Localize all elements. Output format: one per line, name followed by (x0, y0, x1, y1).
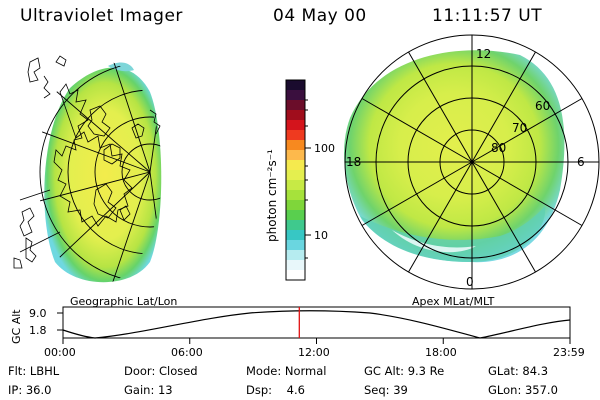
status-mode: Mode: Normal (246, 364, 327, 378)
mlat-mlt-grid (344, 34, 600, 290)
x-tick-1800: 18:00 (425, 346, 457, 359)
mlt-label-12: 12 (476, 47, 491, 61)
magnetic-polar-image: 12 18 6 0 60 70 80 (343, 34, 600, 290)
color-bar-band (286, 140, 305, 151)
gain-value: 13 (157, 383, 173, 397)
altitude-timeline: 9.0 1.8 GC Alt (10, 306, 571, 344)
status-dsp: Dsp: 4.6 (246, 383, 305, 397)
ip-value: 36.0 (25, 383, 52, 397)
color-bar-band (286, 130, 305, 141)
apex-caption: Apex MLat/MLT (412, 295, 495, 308)
status-gain: Gain: 13 (124, 383, 173, 397)
color-bar-band (286, 110, 305, 121)
y-tick-9: 9.0 (29, 307, 47, 320)
mlt-label-6: 6 (577, 155, 585, 169)
color-bar-band (286, 230, 305, 241)
color-bar-band (286, 160, 305, 171)
color-bar-band (286, 80, 305, 91)
mlt-label-18: 18 (346, 155, 361, 169)
instrument-title: Ultraviolet Imager (20, 6, 183, 26)
status-glon: GLon: 357.0 (488, 383, 558, 397)
status-flt: Flt: LBHL (8, 364, 60, 378)
auroral-emission-right (343, 50, 565, 263)
flt-value: LBHL (29, 364, 60, 378)
observation-time: 11:11:57 UT (432, 6, 543, 26)
coastlines (13, 55, 161, 269)
color-bar-band (286, 180, 305, 191)
door-value: Closed (158, 364, 198, 378)
color-bar (286, 80, 305, 281)
color-bar-tick-10: 10 (314, 229, 328, 242)
color-bar-unit-label: photon cm⁻²s⁻¹ (265, 149, 279, 242)
color-bar-band (286, 170, 305, 181)
x-tick-1200: 12:00 (298, 346, 330, 359)
status-ip: IP: 36.0 (8, 383, 52, 397)
status-door: Door: Closed (124, 364, 198, 378)
geographic-image (13, 55, 162, 284)
mlat-label-80: 80 (491, 141, 506, 155)
altitude-curve (62, 310, 571, 339)
x-tick-0600: 06:00 (171, 346, 203, 359)
color-bar-band (286, 260, 305, 271)
dsp-value: 4.6 (286, 383, 305, 397)
mlat-label-60: 60 (535, 99, 550, 113)
y-tick-1-8: 1.8 (29, 324, 47, 337)
color-bar-band (286, 150, 305, 161)
status-glat: GLat: 84.3 (488, 364, 549, 378)
mlat-label-70: 70 (512, 121, 527, 135)
glat-value: 84.3 (522, 364, 549, 378)
mode-value: Normal (284, 364, 327, 378)
gcalt-value: 9.3 Re (407, 364, 445, 378)
color-bar-band (286, 90, 305, 101)
color-bar-band (286, 100, 305, 111)
color-bar-band (286, 270, 305, 281)
glon-value: 357.0 (524, 383, 558, 397)
color-bar-band (286, 240, 305, 251)
x-tick-2359: 23:59 (553, 346, 585, 359)
status-seq: Seq: 39 (364, 383, 408, 397)
x-tick-0000: 00:00 (44, 346, 76, 359)
observation-date: 04 May 00 (273, 6, 367, 26)
seq-value: 39 (393, 383, 408, 397)
timeline-axis-label: GC Alt (10, 309, 23, 344)
auroral-emission-left (44, 67, 162, 283)
color-bar-band (286, 190, 305, 201)
color-bar-tick-100: 100 (314, 142, 335, 155)
mlt-label-0: 0 (466, 275, 474, 289)
color-bar-band (286, 210, 305, 221)
geographic-caption: Geographic Lat/Lon (70, 295, 178, 308)
color-bar-band (286, 250, 305, 261)
color-bar-ticks (305, 99, 311, 259)
color-bar-band (286, 220, 305, 231)
status-gcalt: GC Alt: 9.3 Re (364, 364, 445, 378)
color-bar-band (286, 200, 305, 211)
color-bar-band (286, 120, 305, 131)
